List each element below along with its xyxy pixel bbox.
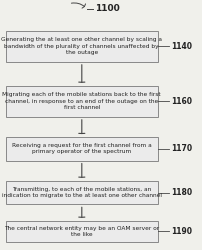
Text: Migrating each of the mobile stations back to the first
channel, in response to : Migrating each of the mobile stations ba… xyxy=(2,92,161,110)
Bar xyxy=(6,221,158,242)
Bar xyxy=(6,30,158,62)
Text: 1100: 1100 xyxy=(95,4,120,13)
Text: 1190: 1190 xyxy=(171,227,192,236)
Text: Transmitting, to each of the mobile stations, an
indication to migrate to the at: Transmitting, to each of the mobile stat… xyxy=(2,187,162,198)
Text: Generating the at least one other channel by scaling a
bandwidth of the pluralit: Generating the at least one other channe… xyxy=(1,37,162,55)
Bar xyxy=(6,137,158,160)
Text: 1170: 1170 xyxy=(171,144,192,153)
Text: 1140: 1140 xyxy=(171,42,192,51)
Text: The central network entity may be an OAM server or
the like: The central network entity may be an OAM… xyxy=(4,226,159,237)
Bar xyxy=(6,86,158,117)
Text: 1160: 1160 xyxy=(171,97,192,106)
Text: Receiving a request for the first channel from a
primary operator of the spectru: Receiving a request for the first channe… xyxy=(12,143,152,154)
Text: 1180: 1180 xyxy=(171,188,192,197)
Bar xyxy=(6,180,158,204)
